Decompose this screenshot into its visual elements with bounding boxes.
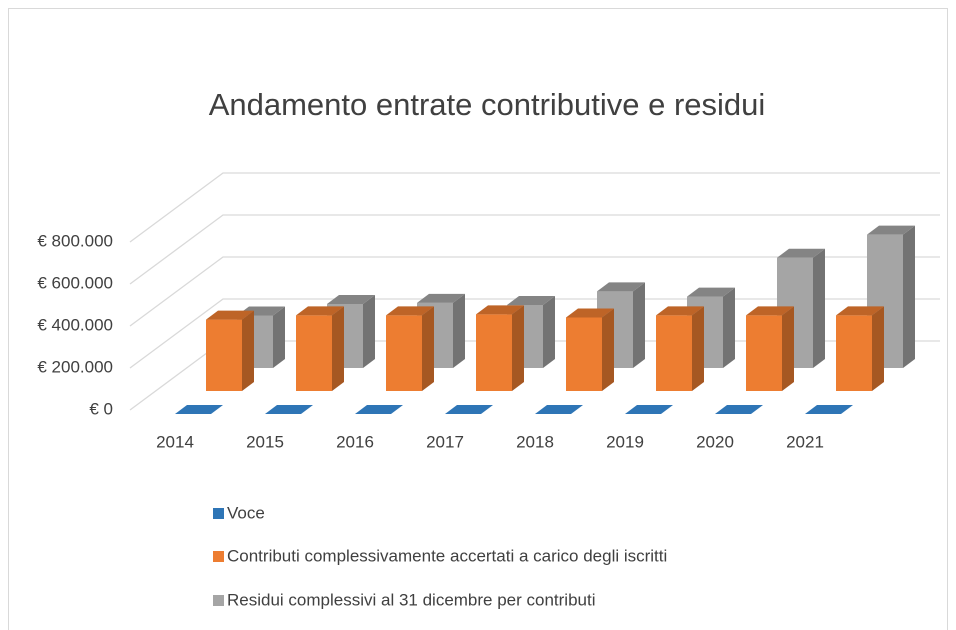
bar-top bbox=[715, 405, 763, 414]
bar-side bbox=[242, 310, 254, 391]
bar bbox=[836, 306, 884, 391]
bar-side bbox=[363, 294, 375, 368]
chart-title: Andamento entrate contributive e residui bbox=[209, 87, 766, 122]
bar-front bbox=[746, 315, 782, 391]
bar-side bbox=[453, 293, 465, 368]
x-tick-label: 2015 bbox=[246, 432, 284, 451]
bar bbox=[715, 405, 763, 414]
bar bbox=[265, 405, 313, 414]
legend-label: Residui complessivi al 31 dicembre per c… bbox=[227, 590, 596, 609]
bar-front bbox=[206, 319, 242, 391]
bar-top bbox=[445, 405, 493, 414]
y-tick-label: € 0 bbox=[89, 399, 113, 418]
bar-front bbox=[566, 317, 602, 391]
grid-line bbox=[129, 256, 940, 327]
bar-side bbox=[633, 282, 645, 368]
y-tick-label: € 600.000 bbox=[37, 273, 113, 292]
x-tick-label: 2014 bbox=[156, 432, 194, 451]
chart-border bbox=[8, 8, 948, 630]
legend-label: Contributi complessivamente accertati a … bbox=[227, 546, 667, 565]
bar-top bbox=[746, 306, 794, 316]
x-tick-label: 2018 bbox=[516, 432, 554, 451]
bar-side bbox=[422, 306, 434, 391]
bar-top bbox=[507, 296, 555, 305]
bar-top bbox=[656, 306, 704, 316]
bar-top bbox=[386, 306, 434, 316]
bar-front bbox=[386, 315, 422, 391]
y-tick-label: € 400.000 bbox=[37, 315, 113, 334]
x-tick-label: 2016 bbox=[336, 432, 374, 451]
bar bbox=[445, 405, 493, 414]
bar bbox=[566, 308, 614, 391]
x-tick-label: 2020 bbox=[696, 432, 734, 451]
bar bbox=[237, 306, 285, 368]
bar-top bbox=[597, 282, 645, 292]
bar-top bbox=[296, 306, 344, 316]
legend-label: Voce bbox=[227, 503, 265, 522]
bar-front bbox=[656, 315, 692, 391]
bar-top bbox=[206, 310, 254, 320]
bar-top bbox=[687, 287, 735, 297]
bar-top bbox=[566, 308, 614, 318]
bar-top bbox=[417, 293, 465, 303]
bar-top bbox=[476, 305, 524, 315]
bar-top bbox=[535, 405, 583, 414]
bar-top bbox=[265, 405, 313, 414]
grid-line bbox=[129, 172, 940, 243]
bar-front bbox=[836, 315, 872, 391]
y-tick-label: € 200.000 bbox=[37, 357, 113, 376]
bar bbox=[386, 306, 434, 391]
bar bbox=[206, 310, 254, 391]
bar-front bbox=[296, 315, 332, 391]
bar-side bbox=[723, 287, 735, 368]
bar-top bbox=[836, 306, 884, 316]
bar-top bbox=[175, 405, 223, 414]
bar-side bbox=[813, 248, 825, 368]
bar-side bbox=[332, 306, 344, 391]
bar-side bbox=[602, 308, 614, 391]
bar-side bbox=[903, 225, 915, 368]
bar-side bbox=[273, 306, 285, 368]
bar bbox=[535, 405, 583, 414]
bar bbox=[296, 306, 344, 391]
bar-top bbox=[625, 405, 673, 414]
bar bbox=[656, 306, 704, 391]
bar-top bbox=[805, 405, 853, 414]
bar-front bbox=[476, 314, 512, 391]
grid-line bbox=[129, 214, 940, 285]
y-tick-label: € 800.000 bbox=[37, 231, 113, 250]
bar-top bbox=[355, 405, 403, 414]
bar bbox=[476, 305, 524, 391]
legend-swatch bbox=[213, 508, 224, 519]
bar bbox=[625, 405, 673, 414]
bar-top bbox=[867, 225, 915, 235]
bar-side bbox=[872, 306, 884, 391]
bar bbox=[746, 306, 794, 391]
bar bbox=[805, 405, 853, 414]
x-tick-label: 2021 bbox=[786, 432, 824, 451]
bar bbox=[175, 405, 223, 414]
bar-side bbox=[543, 296, 555, 368]
bar-top bbox=[327, 294, 375, 304]
bar bbox=[355, 405, 403, 414]
bar-side bbox=[692, 306, 704, 391]
bar-side bbox=[512, 305, 524, 391]
legend-swatch bbox=[213, 551, 224, 562]
bar-side bbox=[782, 306, 794, 391]
legend-swatch bbox=[213, 595, 224, 606]
x-tick-label: 2017 bbox=[426, 432, 464, 451]
bar-top bbox=[777, 248, 825, 258]
x-tick-label: 2019 bbox=[606, 432, 644, 451]
